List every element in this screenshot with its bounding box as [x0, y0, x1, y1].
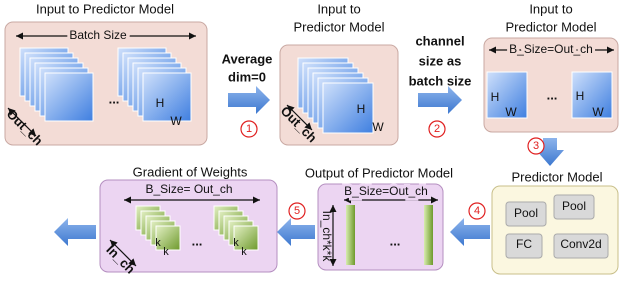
k-label: k	[233, 237, 239, 249]
w-label: W	[505, 105, 517, 119]
panel-title: Input to	[529, 1, 572, 16]
step-number: 4	[474, 205, 480, 217]
diagram: Input to Predictor Model Batch Size H W …	[0, 0, 624, 281]
ellipsis: ...	[192, 233, 203, 248]
step-number: 3	[533, 140, 539, 152]
step-number: 5	[294, 205, 300, 217]
h-label: H	[491, 90, 500, 104]
step-label: size as	[419, 53, 462, 68]
weight-column	[346, 205, 355, 265]
k-label: k	[163, 246, 169, 258]
ellipsis: ...	[390, 233, 401, 248]
step-label: batch size	[409, 73, 472, 88]
panel-title: Output of Predictor Model	[305, 165, 453, 180]
h-label: H	[357, 102, 366, 116]
block-label: Conv2d	[560, 237, 601, 251]
block-label: FC	[516, 237, 532, 251]
width-label: B_Size= Out_ch	[145, 182, 232, 196]
flow-arrow	[450, 218, 490, 246]
width-label: Batch Size	[69, 28, 127, 42]
panel-title: Predictor Model	[511, 169, 602, 184]
w-label: W	[170, 114, 182, 128]
flow-arrow	[277, 218, 315, 246]
step-number: 2	[434, 123, 440, 135]
ellipsis: ...	[109, 91, 120, 106]
width-label: B_Size=Out_ch	[509, 42, 593, 56]
step-label: Average	[222, 51, 273, 66]
panel-title: Predictor Model	[505, 19, 596, 34]
k-label: k	[241, 246, 247, 258]
h-label: H	[576, 89, 585, 103]
step-label: channel	[415, 33, 464, 48]
feature-map	[323, 83, 373, 133]
block-label: Pool	[562, 199, 586, 213]
feature-map	[143, 73, 191, 121]
step-number: 1	[246, 123, 252, 135]
w-label: W	[372, 120, 384, 134]
panel-title: Input to Predictor Model	[36, 1, 174, 16]
ellipsis: ...	[547, 87, 558, 102]
height-label: In_ch*k*k	[320, 211, 334, 263]
flow-arrow	[228, 86, 270, 114]
w-label: W	[592, 105, 604, 119]
panel-title: Input to	[317, 1, 360, 16]
panel-title: Predictor Model	[293, 19, 384, 34]
width-label: B_Size=Out_ch	[344, 184, 428, 198]
flow-arrow	[418, 86, 462, 114]
panel-title: Gradient of Weights	[133, 164, 248, 179]
feature-map	[45, 73, 93, 121]
k-label: k	[155, 237, 161, 249]
h-label: H	[156, 96, 165, 110]
weight-column	[424, 205, 433, 265]
step-label: dim=0	[228, 69, 266, 84]
block-label: Pool	[514, 206, 538, 220]
flow-arrow	[54, 218, 96, 246]
